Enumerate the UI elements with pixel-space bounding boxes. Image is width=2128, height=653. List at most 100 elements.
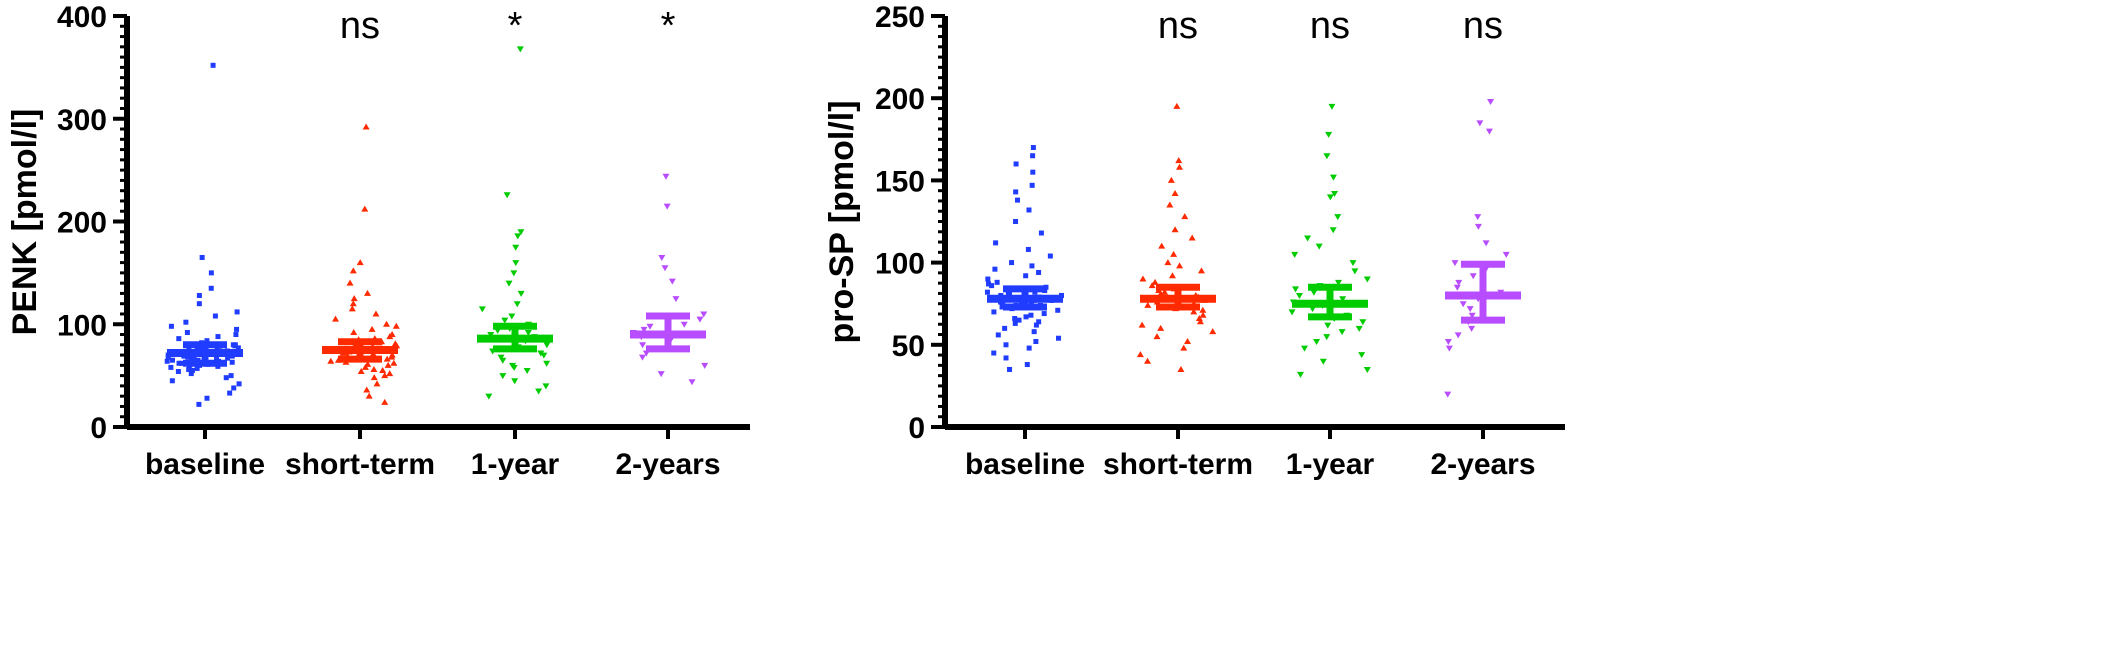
data-point [1033, 322, 1039, 328]
data-point [661, 265, 669, 272]
data-point [383, 320, 391, 327]
data-point [390, 359, 398, 366]
data-point [364, 360, 372, 367]
data-point [196, 292, 202, 298]
data-point [1313, 339, 1321, 346]
data-point [1175, 157, 1183, 164]
data-point [357, 368, 365, 375]
y-tick-label: 0 [908, 412, 925, 445]
y-tick-label: 100 [875, 248, 925, 281]
data-point [185, 354, 191, 360]
data-point [1359, 319, 1367, 326]
data-point [1171, 226, 1179, 233]
data-point [1469, 273, 1477, 280]
data-point [1181, 213, 1189, 220]
data-point [1454, 332, 1462, 339]
data-point [668, 278, 676, 285]
data-point [236, 381, 242, 387]
data-point [235, 345, 241, 351]
data-point [365, 392, 373, 399]
data-point [1015, 197, 1021, 203]
data-point [164, 358, 170, 364]
data-point [392, 322, 400, 329]
data-point [509, 362, 517, 369]
data-point [1338, 329, 1346, 336]
data-point [1476, 120, 1484, 127]
data-point [1195, 314, 1203, 321]
data-point [175, 369, 181, 375]
data-point [537, 350, 545, 357]
data-point [379, 366, 387, 373]
data-point [1502, 251, 1510, 258]
y-tick-label: 200 [57, 207, 107, 240]
data-point [231, 385, 237, 391]
data-point [1026, 345, 1032, 351]
data-point [191, 355, 197, 361]
data-point [1455, 279, 1463, 286]
data-point [1167, 176, 1175, 183]
y-tick-label: 150 [875, 165, 925, 198]
data-point [995, 332, 1001, 338]
data-point [1444, 391, 1452, 398]
y-tick-label: 100 [57, 309, 107, 342]
data-point [370, 365, 378, 372]
data-point [640, 326, 648, 333]
data-point [1168, 272, 1176, 279]
data-point [1026, 207, 1032, 213]
data-point [1030, 153, 1036, 159]
data-point [514, 233, 522, 240]
data-point [991, 309, 997, 315]
y-tick-label: 300 [57, 104, 107, 137]
significance-label: ns [1310, 5, 1350, 47]
significance-label: * [508, 5, 523, 47]
data-point [1326, 194, 1334, 201]
data-point [1177, 365, 1185, 372]
data-point [1024, 362, 1030, 368]
significance-label: ns [1463, 5, 1503, 47]
data-point [1158, 242, 1166, 249]
data-point [1176, 262, 1184, 269]
data-point [1171, 190, 1179, 197]
data-point [1144, 357, 1152, 364]
data-point [1009, 260, 1015, 266]
data-point [350, 295, 358, 302]
data-point [638, 354, 646, 361]
data-point [503, 192, 511, 199]
y-axis-title: pro-SP [pmol/l] [823, 100, 861, 343]
data-point [1349, 260, 1357, 267]
data-point [1173, 102, 1181, 109]
data-point [384, 361, 392, 368]
data-point [984, 289, 990, 295]
data-point [658, 254, 666, 261]
data-point [1148, 282, 1156, 289]
data-point [1199, 306, 1207, 313]
x-category-label: short-term [1103, 448, 1253, 481]
data-point [700, 311, 708, 318]
data-point [1474, 214, 1482, 221]
data-point [1292, 286, 1300, 293]
data-point [176, 336, 182, 342]
data-point [478, 306, 486, 313]
data-point [1028, 312, 1034, 318]
data-point [999, 304, 1005, 310]
data-point [213, 356, 219, 362]
data-point [696, 316, 704, 323]
data-point [1334, 279, 1342, 286]
data-point [1453, 284, 1461, 291]
data-point [1295, 292, 1303, 299]
data-point [1023, 314, 1029, 320]
data-point [1002, 325, 1008, 331]
data-point [1466, 306, 1474, 313]
x-category-label: 1-year [471, 448, 560, 481]
data-point [381, 372, 389, 379]
data-point [1459, 301, 1467, 308]
data-point [1199, 311, 1207, 318]
data-point [1451, 260, 1459, 267]
data-point [508, 313, 516, 320]
data-point [505, 280, 513, 287]
significance-label: ns [1158, 5, 1198, 47]
data-point [1363, 276, 1371, 283]
data-point [1319, 358, 1327, 365]
data-point [1030, 169, 1036, 175]
y-tick-label: 400 [57, 1, 107, 34]
